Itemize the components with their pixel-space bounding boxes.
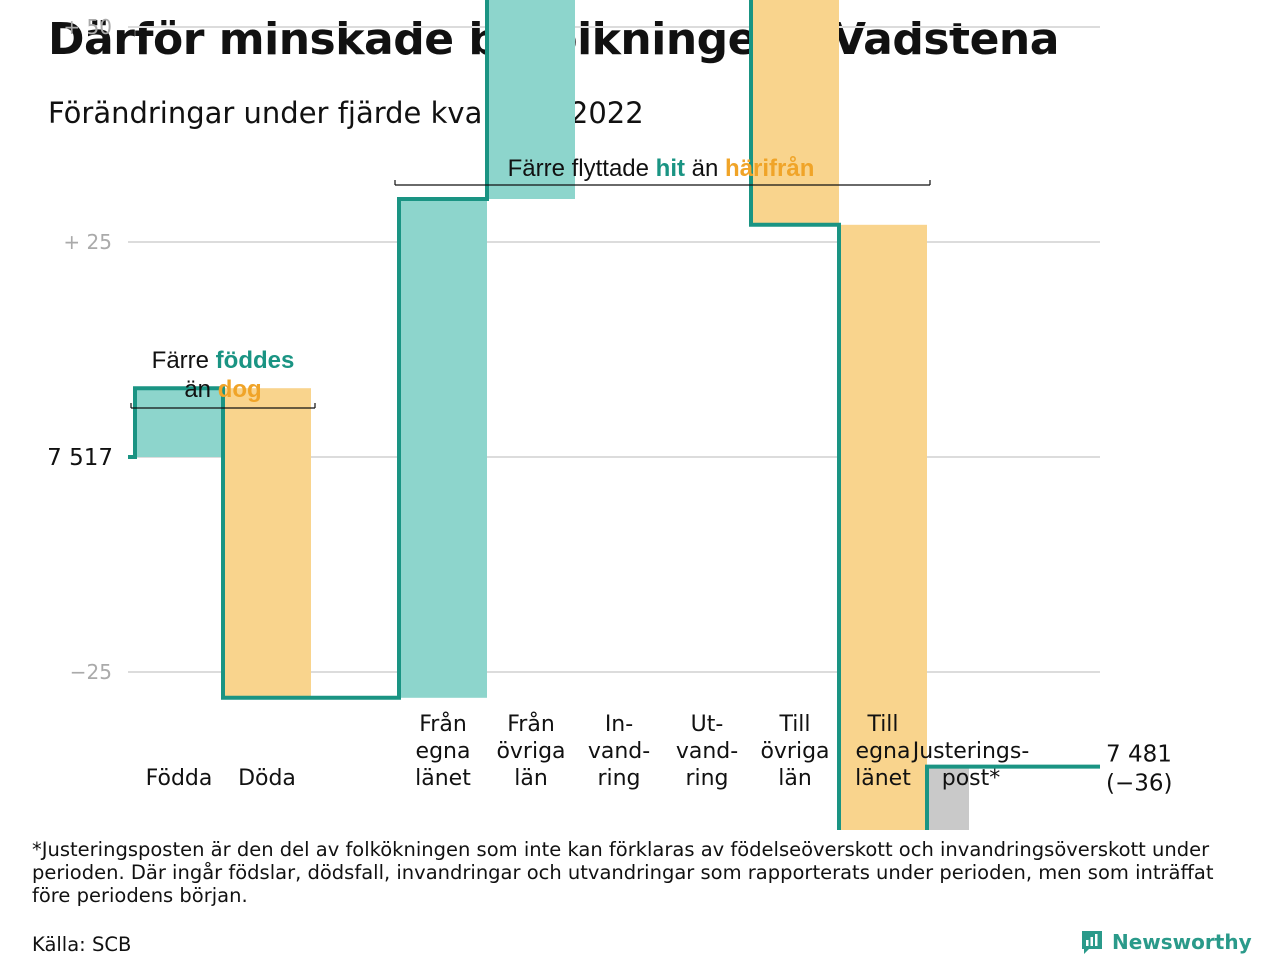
y-tick-label: + 50 <box>63 15 112 39</box>
category-label: Justerings- <box>911 739 1030 764</box>
category-label: länet <box>855 766 911 791</box>
category-label: vand- <box>676 739 738 764</box>
category-label: Födda <box>146 766 213 791</box>
y-tick-label: −25 <box>70 660 112 684</box>
cumulative-line <box>128 0 1100 830</box>
category-label: län <box>778 766 812 791</box>
category-label: Från <box>507 711 555 737</box>
category-label: Till <box>866 712 898 737</box>
source-label: Källa: SCB <box>32 933 132 956</box>
category-label: ring <box>597 766 640 791</box>
category-label: övriga <box>760 739 829 764</box>
migration-annotation: Färre flyttade hit än härifrån <box>508 155 815 182</box>
category-label: övriga <box>496 739 565 764</box>
category-label: län <box>514 766 548 791</box>
waterfall-bar <box>929 766 969 830</box>
end-change-label: (−36) <box>1106 771 1172 797</box>
category-label: In- <box>605 712 633 737</box>
category-label: länet <box>415 766 471 791</box>
category-label: vand- <box>588 739 650 764</box>
start-value-label: 7 517 <box>47 445 113 471</box>
category-label: Döda <box>238 766 296 791</box>
newsworthy-logo-icon <box>1082 931 1102 954</box>
births-annotation: Färre föddes <box>152 347 295 374</box>
waterfall-bar <box>399 199 487 698</box>
waterfall-bar <box>487 0 575 199</box>
waterfall-chart: + 50+ 25−25−50FöddaDödaFrånegnalänetFrån… <box>47 0 1172 830</box>
waterfall-bar <box>839 224 927 830</box>
waterfall-bar <box>751 0 839 225</box>
category-label: Från <box>419 711 467 737</box>
waterfall-bar <box>223 388 311 698</box>
category-label: post* <box>942 766 1001 791</box>
category-label: Ut- <box>691 712 724 737</box>
end-value-label: 7 481 <box>1106 742 1172 768</box>
brand-logo: Newsworthy <box>1080 929 1252 955</box>
category-label: egna <box>856 739 911 764</box>
brand-name: Newsworthy <box>1112 930 1252 954</box>
births-annotation: än dog <box>184 376 261 403</box>
y-tick-label: + 25 <box>63 230 112 254</box>
footnote: *Justeringsposten är den del av folkökni… <box>32 838 1214 907</box>
waterfall-bar <box>135 388 223 457</box>
category-label: Till <box>778 712 810 737</box>
category-label: ring <box>685 766 728 791</box>
category-label: egna <box>416 739 471 764</box>
